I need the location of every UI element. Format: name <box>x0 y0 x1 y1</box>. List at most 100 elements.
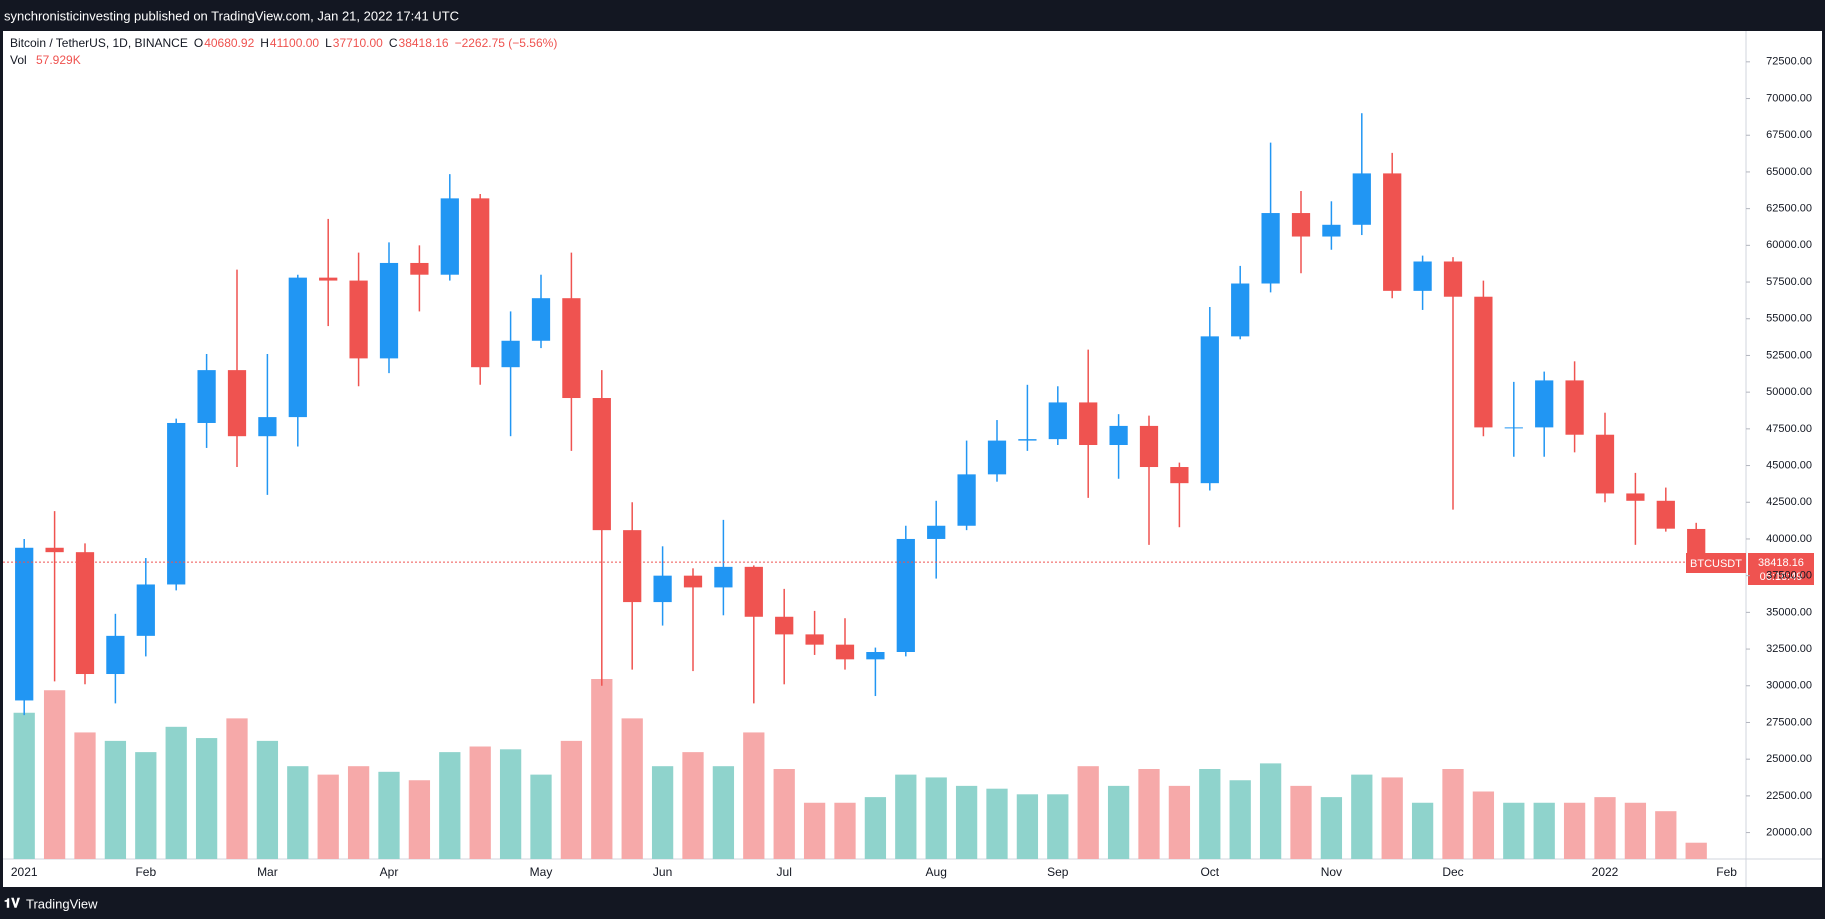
volume-bar <box>1624 802 1647 859</box>
l-label: L <box>325 36 332 50</box>
volume-bar <box>74 732 96 859</box>
volume-bar <box>1290 785 1312 859</box>
volume-bar <box>1107 785 1130 859</box>
candle-body <box>1291 213 1311 237</box>
symbol: Bitcoin / TetherUS, 1D, BINANCE <box>10 36 188 50</box>
volume-bar <box>1229 780 1251 859</box>
x-tick-label: 2021 <box>11 865 38 879</box>
volume-bar <box>986 788 1008 859</box>
candle-body <box>714 566 733 588</box>
volume-bar <box>408 780 431 859</box>
candle-body <box>1231 283 1250 337</box>
candle-body <box>866 652 885 660</box>
x-tick-label: Dec <box>1442 865 1463 879</box>
y-tick-label: 67500.00 <box>1766 129 1812 141</box>
x-tick-label: Feb <box>1716 865 1737 879</box>
low-value: 37710.00 <box>333 36 383 50</box>
candle-body <box>410 262 429 275</box>
y-tick-label: 35000.00 <box>1766 606 1812 618</box>
candle-body <box>896 538 915 652</box>
countdown: 06:18:49 <box>1760 571 1803 583</box>
volume-bar <box>621 718 643 859</box>
candle-body <box>1626 493 1645 501</box>
candle-body <box>653 575 672 603</box>
volume-bar <box>1533 802 1555 859</box>
x-tick-label: Jul <box>777 865 792 879</box>
price-tag <box>1748 553 1814 585</box>
candle-body <box>1139 425 1159 468</box>
candle-body <box>623 530 642 603</box>
volume-bar <box>135 752 157 859</box>
volume-bar <box>287 766 309 859</box>
volume-bar <box>1351 774 1373 859</box>
y-tick-label: 72500.00 <box>1766 56 1812 68</box>
volume-bar <box>743 732 765 859</box>
volume-bar <box>1199 769 1221 859</box>
x-tick-label: May <box>530 865 553 879</box>
close-value: 38418.16 <box>399 36 449 50</box>
candle-body <box>1383 173 1402 291</box>
candle-body <box>1413 261 1432 291</box>
y-tick-label: 70000.00 <box>1766 92 1812 104</box>
volume-bar <box>712 766 735 859</box>
volume-bar <box>1320 797 1343 859</box>
candle-body <box>1261 213 1280 284</box>
volume-bar <box>1442 769 1464 859</box>
vol-label: Vol <box>10 53 27 67</box>
y-tick-label: 50000.00 <box>1766 386 1812 398</box>
y-tick-label: 37500.00 <box>1766 570 1812 582</box>
candle-body <box>987 440 1007 475</box>
volume-bar <box>439 752 461 859</box>
volume-bar <box>955 785 978 859</box>
candle-body <box>1443 261 1463 297</box>
c-label: C <box>389 36 398 50</box>
candle-body <box>471 198 490 368</box>
candle-body <box>1048 402 1067 440</box>
y-tick-label: 30000.00 <box>1766 680 1812 692</box>
candle-body <box>957 474 976 526</box>
candle-body <box>744 566 763 617</box>
volume-bar <box>43 690 66 859</box>
candle-body <box>927 525 946 539</box>
candle-body <box>1352 173 1371 225</box>
volume-bar <box>1168 785 1191 859</box>
brand-logo: 𝟏𝐕 <box>4 895 20 910</box>
candle-body <box>1535 380 1554 428</box>
volume-bar <box>1685 842 1707 859</box>
volume-bar <box>560 740 583 859</box>
symbol-tag-text: BTCUSDT <box>1690 558 1742 570</box>
candle-body <box>1504 427 1523 429</box>
candle-body <box>1656 500 1675 529</box>
volume-bar <box>895 774 917 859</box>
candle-body <box>1322 224 1341 237</box>
y-tick-label: 62500.00 <box>1766 203 1812 215</box>
y-tick-label: 52500.00 <box>1766 349 1812 361</box>
candle-body <box>106 635 125 675</box>
candle-body <box>349 280 368 359</box>
x-tick-label: Oct <box>1200 865 1219 879</box>
y-tick-label: 47500.00 <box>1766 423 1812 435</box>
y-tick-label: 32500.00 <box>1766 643 1812 655</box>
candle-body <box>683 575 703 588</box>
y-tick-label: 40000.00 <box>1766 533 1812 545</box>
candle-body <box>227 370 247 437</box>
x-tick-label: Aug <box>926 865 947 879</box>
volume-bar <box>317 774 339 859</box>
candle-body <box>15 547 34 701</box>
candle-body <box>1079 402 1098 445</box>
x-tick-label: Apr <box>380 865 399 879</box>
candle-body <box>136 584 155 636</box>
candle-body <box>167 422 186 585</box>
volume-bar <box>1138 769 1160 859</box>
y-tick-label: 65000.00 <box>1766 166 1812 178</box>
published-line: synchronisticinvesting published on Trad… <box>4 8 459 23</box>
candle-body <box>1565 380 1584 435</box>
volume-bar <box>682 752 704 859</box>
volume-bar <box>1563 802 1586 859</box>
volume-bar <box>1047 794 1069 859</box>
candle-body <box>775 616 794 635</box>
candle-body <box>45 547 64 553</box>
x-tick-label: Nov <box>1321 865 1342 879</box>
candle-body <box>1109 425 1128 445</box>
